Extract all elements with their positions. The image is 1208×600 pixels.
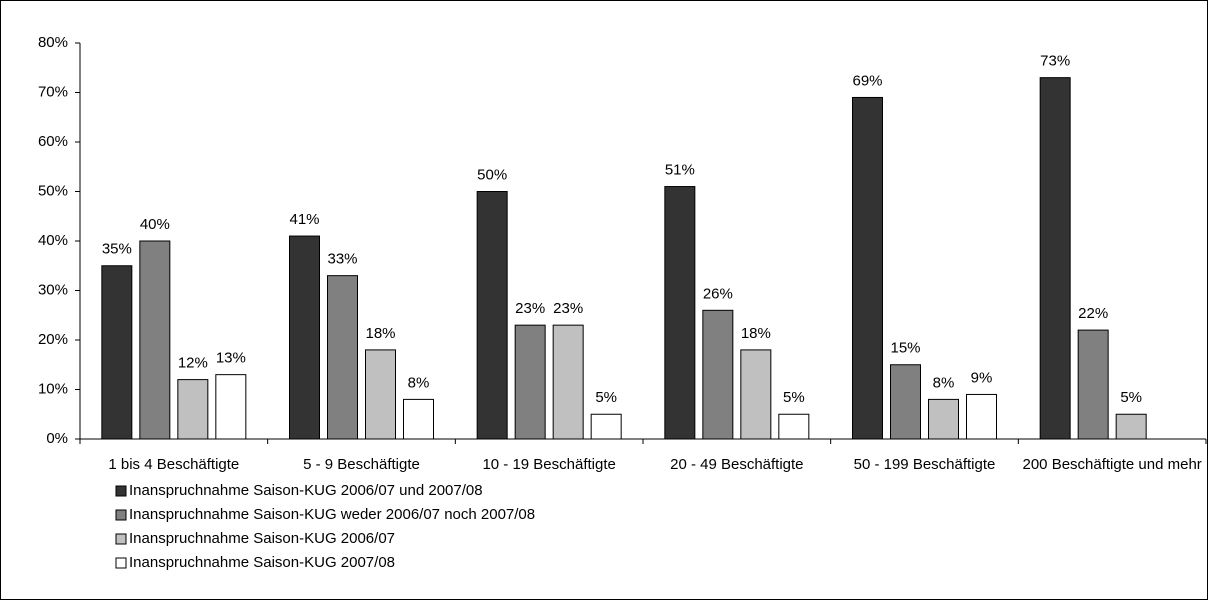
data-label: 33% [327,251,357,268]
data-label: 23% [553,300,583,317]
x-tick-label: 5 - 9 Beschäftigte [303,456,420,473]
data-label: 5% [783,389,805,406]
bar [928,398,959,440]
bar [702,309,734,440]
data-label: 15% [890,340,920,357]
y-tick-label: 0% [46,430,68,447]
legend-label: Inanspruchnahme Saison-KUG 2006/07 und 2… [129,482,483,499]
legend-swatch [115,509,127,521]
data-label: 41% [289,211,319,228]
data-label: 5% [1120,389,1142,406]
legend-swatch [115,557,127,569]
y-tick-label: 60% [38,133,68,150]
bar [289,235,320,440]
data-label: 8% [933,374,955,391]
data-label: 18% [365,325,395,342]
y-tick-label: 20% [38,331,68,348]
data-label: 22% [1078,305,1108,322]
data-label: 40% [140,216,170,233]
legend-label: Inanspruchnahme Saison-KUG 2006/07 [129,530,395,547]
data-label: 35% [102,241,132,258]
bar [177,379,209,440]
bar [403,398,434,440]
bar [476,191,508,440]
data-label: 18% [741,325,771,342]
y-tick-label: 80% [38,34,68,51]
y-tick-label: 30% [38,281,68,298]
data-label: 9% [971,369,993,386]
bar [365,349,396,440]
bar [778,413,810,440]
bar [740,349,772,440]
data-label: 26% [703,285,733,302]
bar [1115,413,1147,440]
data-label: 13% [216,350,246,367]
bar [215,374,247,440]
legend-swatch [115,533,127,545]
bar [966,393,997,440]
data-label: 69% [852,72,882,89]
legend-swatch [115,485,127,497]
data-label: 51% [665,162,695,179]
bar [664,186,696,440]
x-tick-label: 20 - 49 Beschäftigte [670,456,804,473]
bar [852,96,883,440]
bar [139,240,171,440]
bar [327,275,358,440]
bar [1039,77,1071,440]
y-tick-label: 40% [38,232,68,249]
bar [890,364,921,440]
bar [101,265,133,440]
bar [590,413,622,440]
bar [1077,329,1109,440]
bar [552,324,584,440]
legend-label: Inanspruchnahme Saison-KUG 2007/08 [129,554,395,571]
data-label: 50% [477,166,507,183]
data-label: 8% [408,374,430,391]
data-label: 5% [595,389,617,406]
data-label: 23% [515,300,545,317]
y-tick-label: 10% [38,380,68,397]
x-tick-label: 200 Beschäftigte und mehr [1022,456,1202,473]
bar [514,324,546,440]
x-tick-label: 10 - 19 Beschäftigte [482,456,616,473]
x-tick-label: 1 bis 4 Beschäftigte [108,456,240,473]
data-label: 73% [1040,53,1070,70]
legend-label: Inanspruchnahme Saison-KUG weder 2006/07… [129,506,535,523]
data-label: 12% [178,355,208,372]
y-tick-label: 70% [38,83,68,100]
y-tick-label: 50% [38,182,68,199]
x-tick-label: 50 - 199 Beschäftigte [853,456,996,473]
